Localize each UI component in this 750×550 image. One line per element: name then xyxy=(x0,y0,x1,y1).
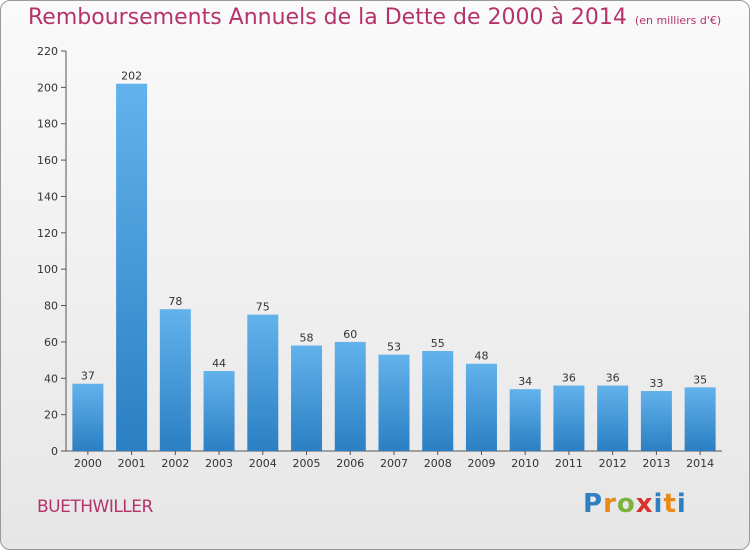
chart-bars: 37 202 78 44 75 58 60 53 55 48 34 36 36 33 35 xyxy=(72,70,716,452)
bar-2009 xyxy=(465,363,497,451)
data-label-2003: 44 xyxy=(212,357,226,370)
bar-2007 xyxy=(378,354,410,451)
y-tick-label: 200 xyxy=(37,81,58,94)
y-tick-label: 20 xyxy=(44,409,58,422)
bar-2010 xyxy=(509,389,541,451)
bar-2013 xyxy=(640,391,672,451)
y-tick-label: 100 xyxy=(37,263,58,276)
y-tick-label: 180 xyxy=(37,118,58,131)
y-tick-label: 140 xyxy=(37,190,58,203)
data-label-2006: 60 xyxy=(343,328,357,341)
bar-2001 xyxy=(116,83,148,452)
x-tick-label-2014: 2014 xyxy=(686,457,714,470)
title-text: Remboursements Annuels de la Dette de 20… xyxy=(28,5,627,30)
y-tick-label: 220 xyxy=(37,45,58,58)
data-label-2005: 58 xyxy=(300,332,314,345)
data-label-2013: 33 xyxy=(649,377,663,390)
x-tick-label-2011: 2011 xyxy=(555,457,583,470)
x-tick-label-2006: 2006 xyxy=(336,457,364,470)
y-tick-label: 0 xyxy=(51,445,58,458)
title-unit: (en milliers d'€) xyxy=(634,14,722,27)
commune-name: BUETHWILLER xyxy=(37,497,153,517)
y-tick-label: 60 xyxy=(44,336,58,349)
data-label-2007: 53 xyxy=(387,341,401,354)
bar-2002 xyxy=(159,309,191,451)
data-label-2001: 202 xyxy=(121,70,142,83)
data-label-2010: 34 xyxy=(518,375,532,388)
bar-2000 xyxy=(72,383,104,451)
x-tick-label-2008: 2008 xyxy=(424,457,452,470)
chart-axes: 0 20 40 60 80 100 120 140 160 180 200 220 2000 2001 20… xyxy=(37,45,722,470)
x-tick-label-2005: 2005 xyxy=(293,457,321,470)
y-tick-label: 160 xyxy=(37,154,58,167)
y-tick-label: 80 xyxy=(44,300,58,313)
x-tick-label-2010: 2010 xyxy=(511,457,539,470)
y-tick-label: 120 xyxy=(37,227,58,240)
bar-2014 xyxy=(684,387,716,451)
x-tick-label-2012: 2012 xyxy=(599,457,627,470)
x-tick-label-2013: 2013 xyxy=(642,457,670,470)
bar-2004 xyxy=(247,314,279,451)
data-label-2014: 35 xyxy=(693,373,707,386)
bar-2008 xyxy=(422,351,454,451)
data-label-2009: 48 xyxy=(474,350,488,363)
bar-2012 xyxy=(597,385,629,451)
bar-2006 xyxy=(334,341,366,451)
chart-title: Remboursements Annuels de la Dette de 20… xyxy=(28,5,721,30)
x-tick-label-2003: 2003 xyxy=(205,457,233,470)
data-label-2004: 75 xyxy=(256,301,270,314)
bar-2003 xyxy=(203,371,235,451)
x-tick-label-2009: 2009 xyxy=(467,457,495,470)
data-label-2000: 37 xyxy=(81,370,95,383)
y-tick-label: 40 xyxy=(44,372,58,385)
x-tick-label-2002: 2002 xyxy=(161,457,189,470)
data-label-2011: 36 xyxy=(562,372,576,385)
x-tick-label-2004: 2004 xyxy=(249,457,277,470)
data-label-2002: 78 xyxy=(168,295,182,308)
x-tick-label-2001: 2001 xyxy=(118,457,146,470)
data-label-2008: 55 xyxy=(431,337,445,350)
proxiti-logo[interactable]: Proxiti xyxy=(583,489,687,519)
x-tick-label-2000: 2000 xyxy=(74,457,102,470)
data-label-2012: 36 xyxy=(606,372,620,385)
bar-2011 xyxy=(553,385,585,451)
x-tick-label-2007: 2007 xyxy=(380,457,408,470)
bar-2005 xyxy=(291,345,323,451)
